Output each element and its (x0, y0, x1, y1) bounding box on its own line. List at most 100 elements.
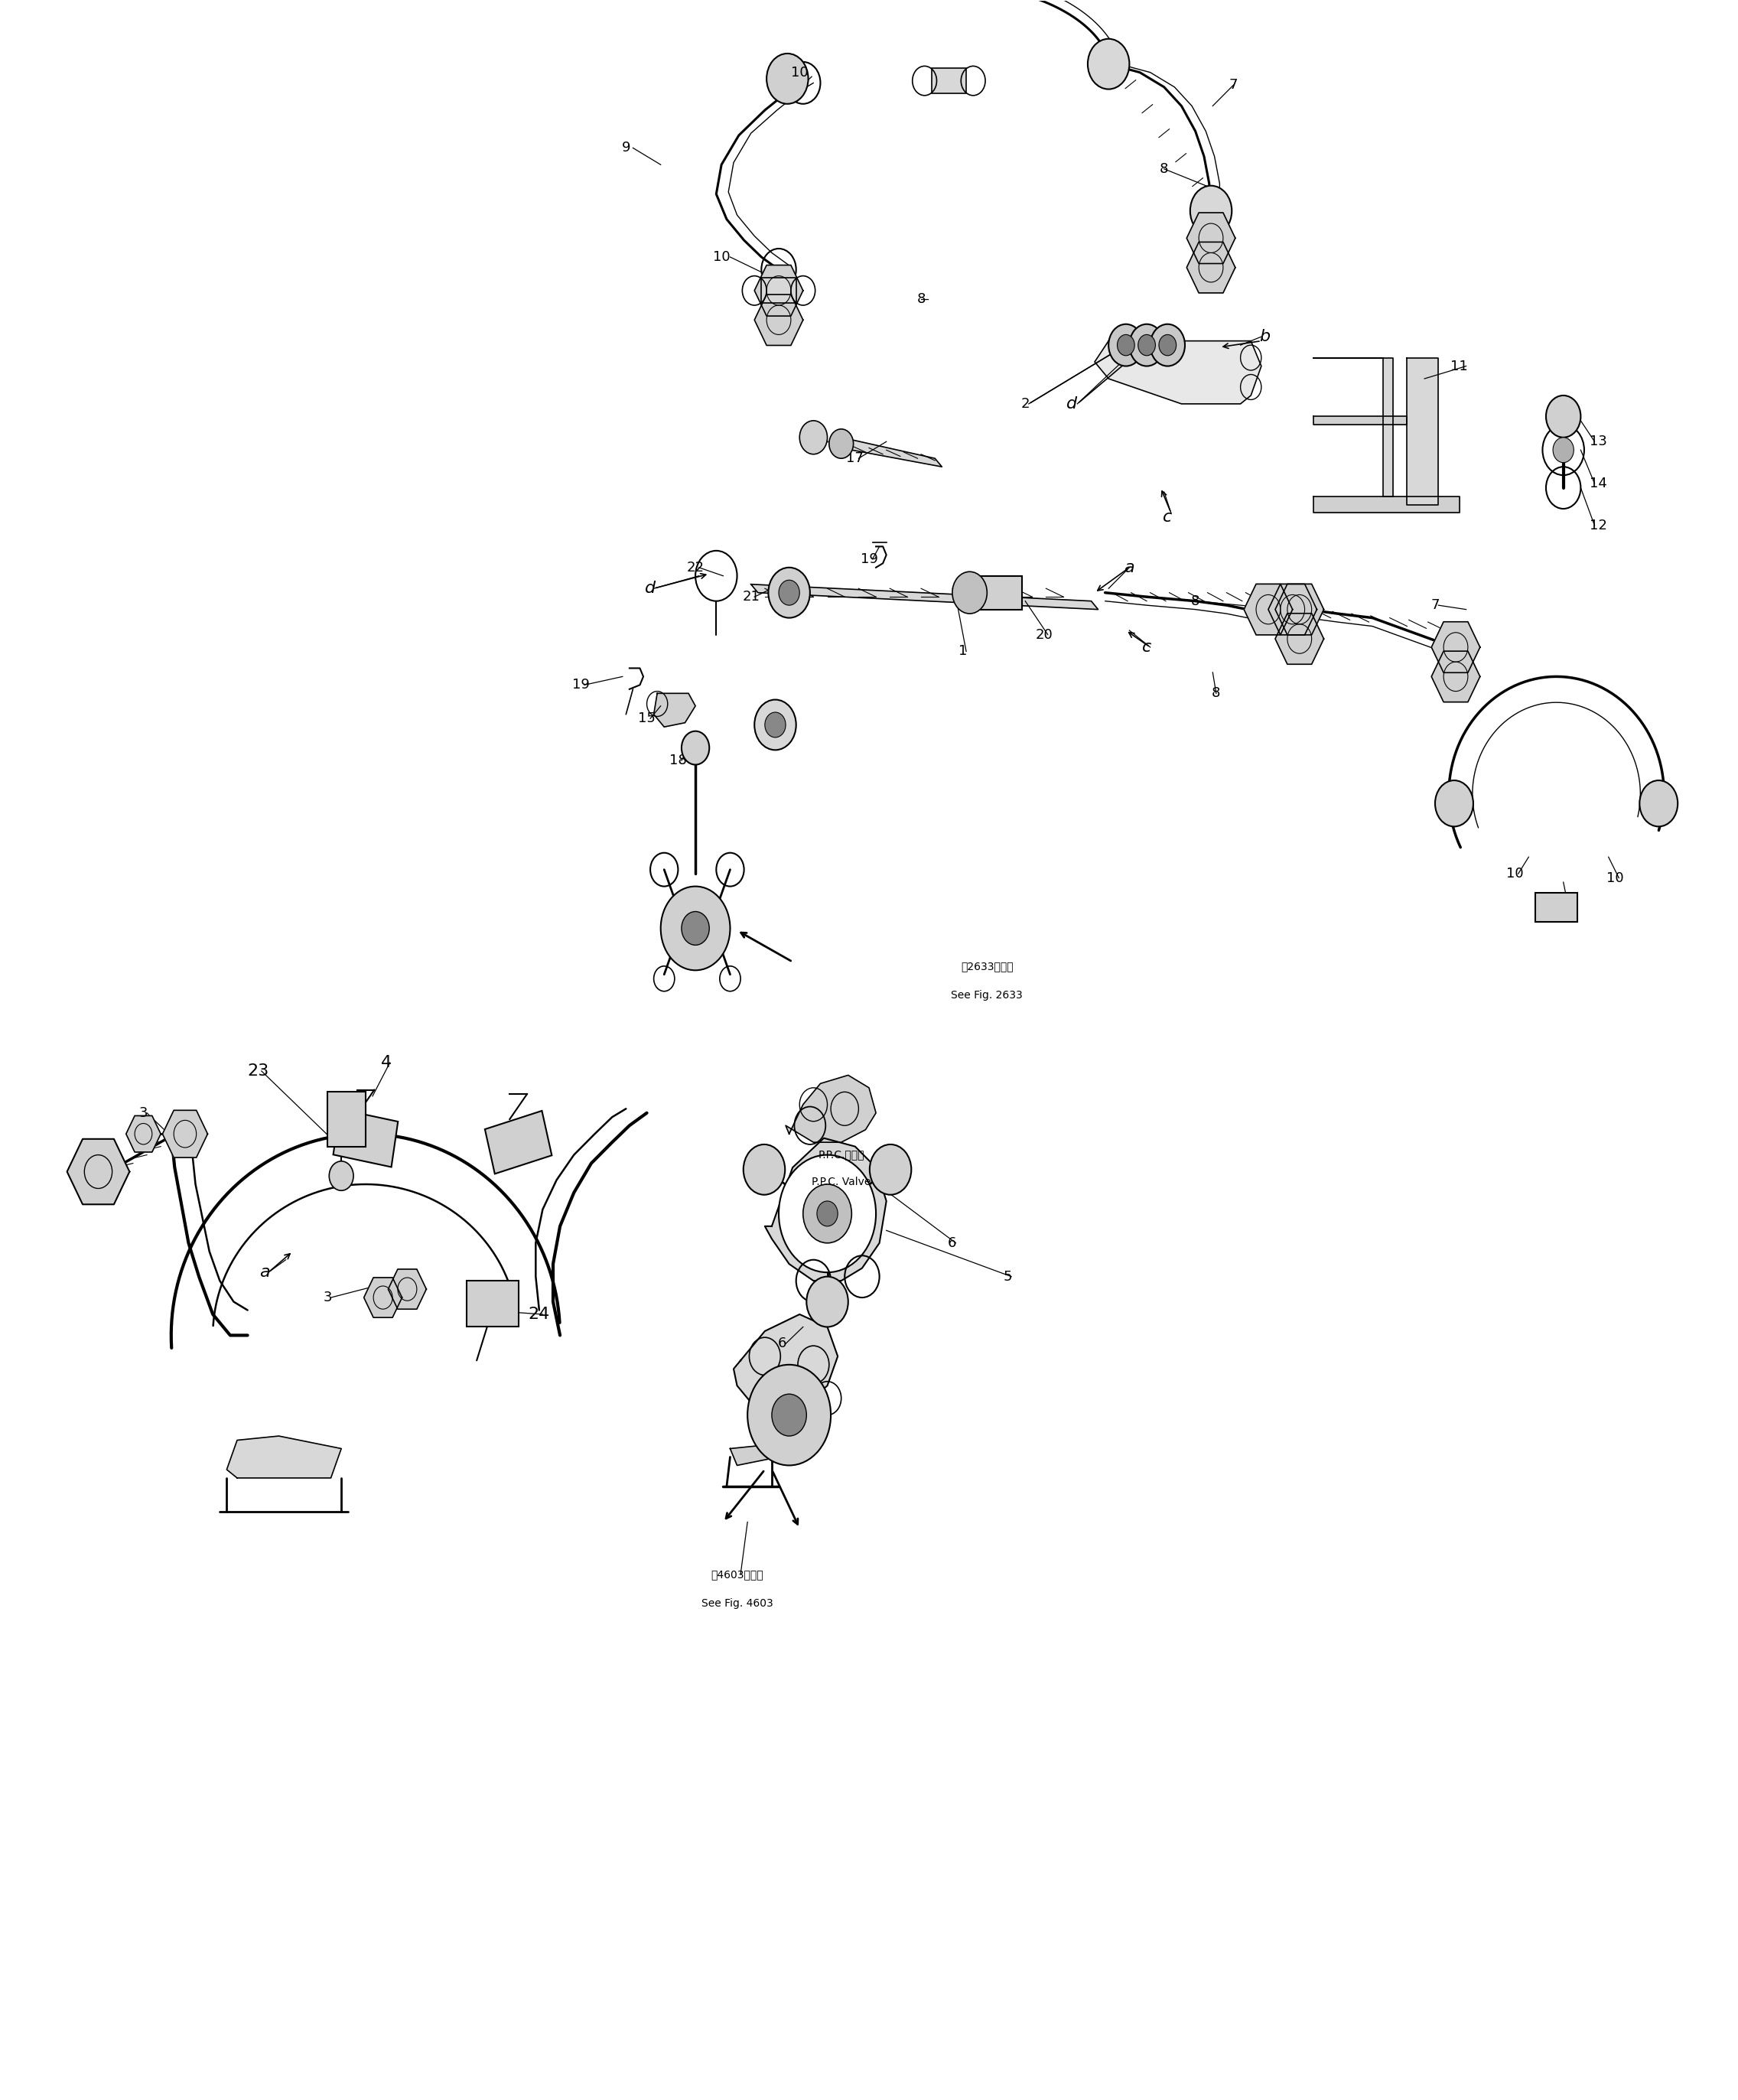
Text: 13: 13 (1589, 435, 1608, 449)
Bar (327, 1092, 365, 1147)
Circle shape (1130, 323, 1164, 365)
Polygon shape (754, 265, 803, 315)
Circle shape (1191, 185, 1232, 235)
Circle shape (1547, 395, 1580, 437)
Polygon shape (841, 437, 942, 466)
Bar (1536, 892, 1578, 922)
Polygon shape (226, 1436, 341, 1478)
Circle shape (768, 567, 810, 617)
Text: 8: 8 (916, 292, 925, 307)
Text: 12: 12 (1589, 519, 1608, 533)
Polygon shape (730, 1445, 779, 1466)
Bar (761, 277, 796, 302)
Text: 8: 8 (1211, 687, 1220, 699)
Circle shape (1118, 334, 1135, 355)
Circle shape (817, 1201, 838, 1226)
Bar (932, 67, 966, 92)
Polygon shape (1276, 613, 1324, 664)
Text: 16: 16 (773, 724, 791, 737)
Polygon shape (1408, 357, 1439, 504)
Text: P.P.C. Valve: P.P.C. Valve (812, 1176, 871, 1186)
Text: 19: 19 (572, 678, 589, 691)
Circle shape (772, 1394, 806, 1436)
Text: 17: 17 (846, 451, 864, 466)
Polygon shape (1269, 584, 1317, 634)
Polygon shape (786, 1075, 876, 1142)
Text: b: b (1260, 330, 1270, 344)
Text: 21: 21 (742, 590, 760, 603)
Text: P.P.C.バルブ: P.P.C.バルブ (819, 1149, 864, 1159)
Circle shape (754, 699, 796, 750)
Polygon shape (765, 1138, 886, 1281)
Text: 11: 11 (1451, 359, 1469, 374)
Text: 22: 22 (687, 561, 704, 575)
Text: a: a (259, 1264, 269, 1281)
Circle shape (747, 1365, 831, 1466)
Circle shape (660, 886, 730, 970)
Text: 5: 5 (786, 1409, 794, 1422)
Polygon shape (751, 584, 1098, 609)
Text: 10: 10 (713, 250, 730, 265)
Text: 6: 6 (947, 1237, 956, 1249)
Text: 第4603図参照: 第4603図参照 (711, 1569, 763, 1579)
Polygon shape (388, 1268, 426, 1308)
Polygon shape (754, 294, 803, 344)
Bar (970, 575, 1022, 609)
Polygon shape (1276, 584, 1324, 634)
Text: 3: 3 (139, 1107, 148, 1119)
Circle shape (1088, 38, 1130, 88)
Text: See Fig. 2633: See Fig. 2633 (951, 989, 1024, 1002)
Text: d: d (645, 582, 655, 596)
Text: 2: 2 (1020, 397, 1029, 412)
Circle shape (1554, 437, 1575, 462)
Circle shape (803, 1184, 852, 1243)
Polygon shape (1432, 622, 1481, 672)
Text: 8: 8 (1159, 162, 1168, 176)
Polygon shape (653, 693, 695, 727)
Text: See Fig. 4603: See Fig. 4603 (700, 1598, 773, 1609)
Text: 20: 20 (1036, 628, 1053, 640)
Text: 1: 1 (958, 645, 966, 657)
Text: 18: 18 (669, 754, 687, 766)
Text: 5: 5 (1003, 1270, 1012, 1283)
Circle shape (1138, 334, 1156, 355)
Text: 10: 10 (1606, 871, 1623, 884)
Text: c: c (1142, 640, 1152, 655)
Polygon shape (1095, 340, 1262, 403)
Text: c: c (1163, 510, 1171, 525)
Text: 第2633図参照: 第2633図参照 (961, 960, 1013, 972)
Bar (485, 1111, 551, 1174)
Circle shape (744, 1144, 786, 1195)
Circle shape (766, 52, 808, 103)
Text: 14: 14 (1589, 477, 1608, 491)
Text: 6: 6 (779, 1338, 787, 1350)
Text: d: d (1067, 397, 1078, 412)
Circle shape (681, 731, 709, 764)
Polygon shape (671, 907, 730, 949)
Polygon shape (1432, 651, 1481, 701)
Polygon shape (1187, 242, 1236, 292)
Text: 3: 3 (323, 1292, 332, 1304)
Text: 4: 4 (513, 1117, 523, 1134)
Polygon shape (1314, 416, 1408, 424)
Polygon shape (1187, 212, 1236, 265)
Circle shape (806, 1277, 848, 1327)
Text: 8: 8 (1191, 594, 1199, 607)
Text: 15: 15 (638, 712, 655, 724)
Circle shape (681, 911, 709, 945)
Text: 7: 7 (1229, 78, 1237, 92)
Circle shape (1159, 334, 1177, 355)
Circle shape (1109, 323, 1144, 365)
Polygon shape (127, 1115, 160, 1153)
Text: a: a (1124, 561, 1135, 575)
Polygon shape (162, 1111, 207, 1157)
Polygon shape (1244, 584, 1293, 634)
Circle shape (869, 1144, 911, 1195)
Text: 23: 23 (247, 1063, 269, 1079)
Polygon shape (1314, 357, 1394, 496)
Bar (466, 1281, 518, 1327)
Text: b: b (71, 1163, 83, 1180)
Circle shape (829, 428, 853, 458)
Circle shape (765, 712, 786, 737)
Circle shape (1436, 781, 1474, 827)
